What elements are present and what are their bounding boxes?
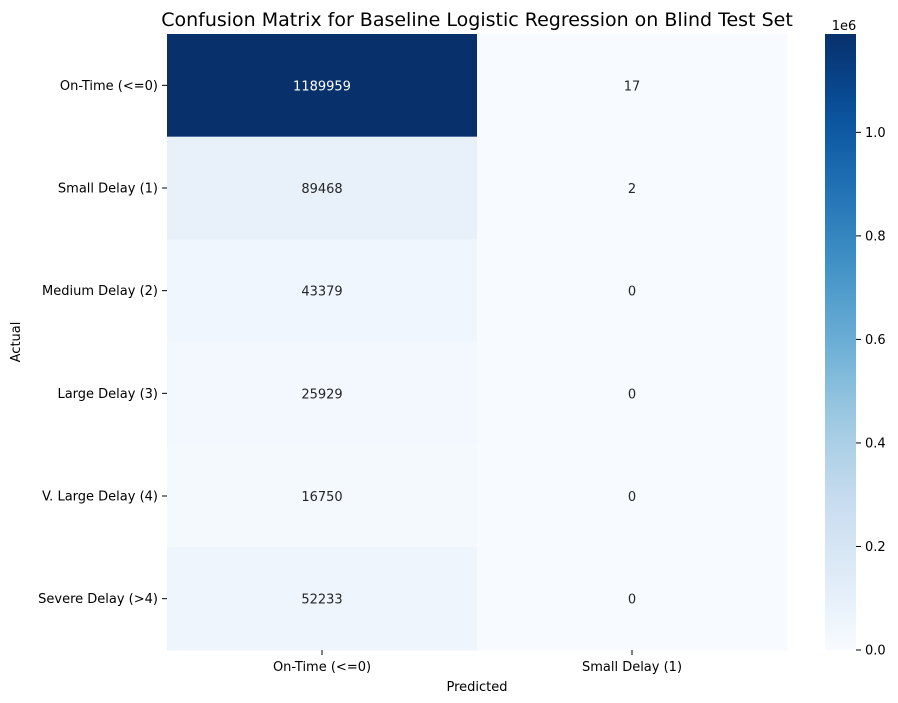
colorbar-tick-label: 0.4 — [865, 436, 886, 451]
heatmap-cell — [167, 547, 478, 651]
heatmap-cell — [477, 239, 788, 343]
heatmap-cell — [167, 239, 478, 343]
y-tick-label: On-Time (<=0) — [60, 79, 158, 94]
y-tick-label: Large Delay (3) — [57, 387, 158, 402]
heatmap-cell — [477, 342, 788, 446]
cell-value-label: 17 — [624, 79, 641, 94]
colorbar-offset-label: 1e6 — [832, 19, 857, 34]
heatmap-cell — [477, 34, 788, 138]
colorbar-gradient — [825, 34, 856, 650]
chart-title: Confusion Matrix for Baseline Logistic R… — [161, 9, 793, 31]
colorbar: 0.0 0.2 0.4 0.6 0.8 1.0 — [825, 34, 886, 659]
heatmap-cell — [167, 136, 478, 240]
heatmap-cell — [167, 342, 478, 446]
heatmap-cell — [477, 547, 788, 651]
x-axis-ticks: On-Time (<=0) Small Delay (1) — [273, 650, 682, 675]
cell-value-label: 16750 — [301, 490, 342, 505]
heatmap-cell — [167, 34, 478, 138]
y-tick-label: Severe Delay (>4) — [38, 592, 158, 607]
cell-value-label: 52233 — [301, 593, 342, 608]
cell-value-label: 0 — [628, 285, 636, 300]
y-tick-label: Small Delay (1) — [58, 182, 158, 197]
cell-value-label: 43379 — [301, 285, 342, 300]
y-axis-ticks: On-Time (<=0) Small Delay (1) Medium Delay… — [38, 79, 167, 607]
cell-value-label: 0 — [628, 593, 636, 608]
y-tick-label: Medium Delay (2) — [42, 284, 158, 299]
heatmap-cells — [167, 34, 788, 651]
colorbar-tick-label: 0.8 — [865, 229, 886, 244]
cell-value-label: 0 — [628, 387, 636, 402]
cell-value-label: 89468 — [301, 182, 342, 197]
heatmap-cell-labels: 1189959 17 89468 2 43379 0 25929 0 16750 0 52233 0 — [293, 79, 640, 607]
colorbar-tick-label: 0.6 — [865, 333, 886, 348]
cell-value-label: 1189959 — [293, 79, 351, 94]
y-axis-label: Actual — [9, 322, 24, 363]
colorbar-tick-label: 0.0 — [865, 644, 886, 659]
x-tick-label: Small Delay (1) — [582, 660, 682, 675]
colorbar-tick-label: 0.2 — [865, 540, 886, 555]
cell-value-label: 0 — [628, 490, 636, 505]
x-tick-label: On-Time (<=0) — [273, 660, 371, 675]
cell-value-label: 25929 — [301, 387, 342, 402]
heatmap-cell — [167, 444, 478, 548]
cell-value-label: 2 — [628, 182, 636, 197]
y-tick-label: V. Large Delay (4) — [42, 490, 158, 505]
heatmap-cell — [477, 444, 788, 548]
colorbar-tick-label: 1.0 — [865, 126, 886, 141]
heatmap-cell — [477, 136, 788, 240]
x-axis-label: Predicted — [446, 680, 507, 695]
